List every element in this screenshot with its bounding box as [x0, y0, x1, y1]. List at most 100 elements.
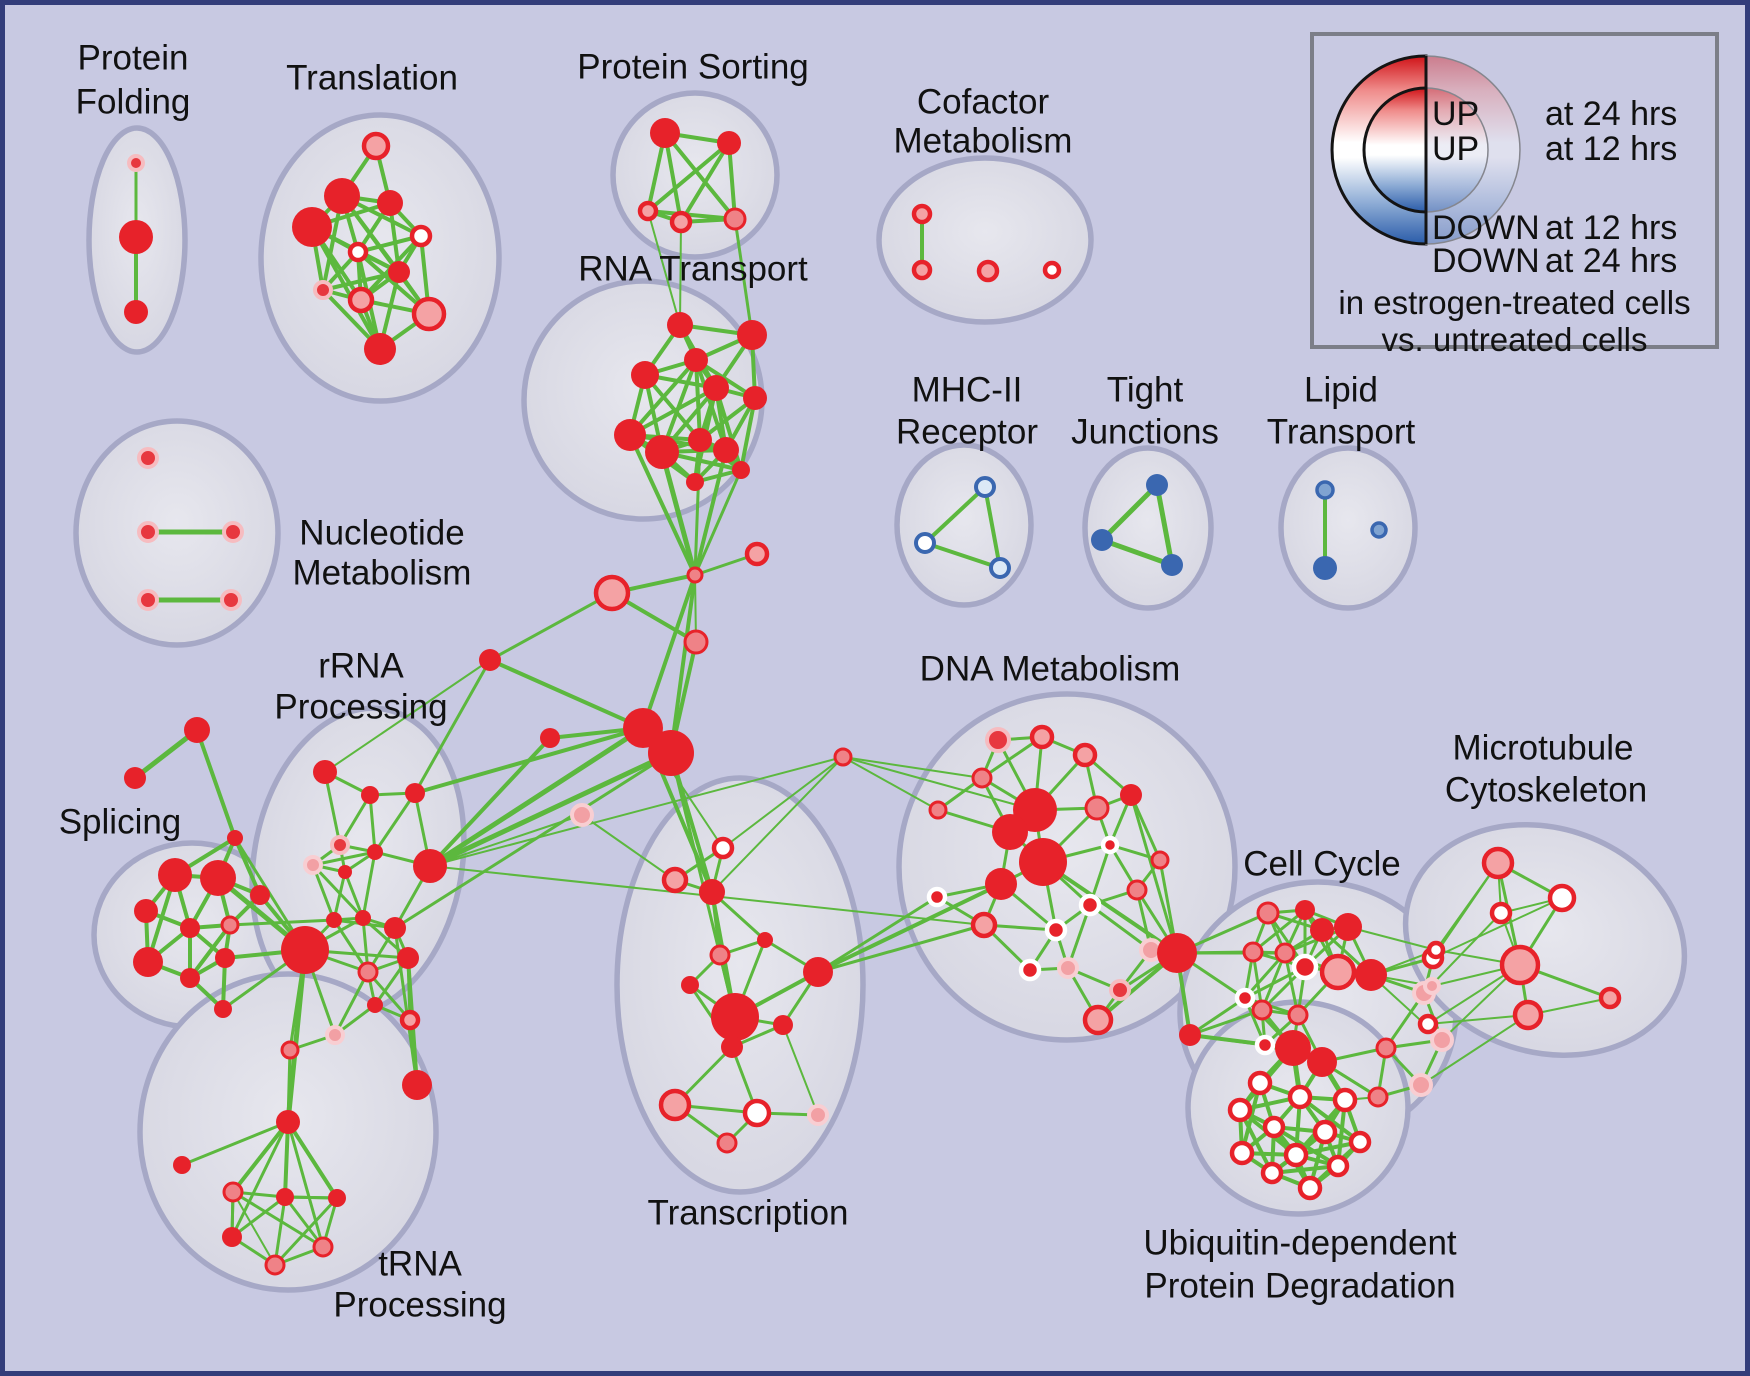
gene-node-mt6: [1423, 977, 1441, 995]
legend-direction-1: UP: [1432, 130, 1480, 168]
gene-node-cc14: [1179, 1024, 1201, 1046]
interaction-edge: [428, 736, 552, 868]
interaction-edge: [230, 1120, 290, 1239]
gene-node-n4: [137, 589, 159, 611]
gene-node-sp9: [214, 1000, 232, 1018]
cluster-label-microtubule-cytoskeleton: Microtubule: [1453, 729, 1634, 768]
gene-node-r6: [338, 865, 352, 879]
interaction-edge: [1283, 951, 1300, 1017]
interaction-edge: [285, 947, 308, 1125]
gene-node-u5: [1262, 1115, 1286, 1139]
legend-inner-left-half: [1362, 86, 1428, 214]
interaction-edge: [679, 221, 682, 326]
gene-node-cf4: [1042, 260, 1062, 280]
gene-node-cc7: [1291, 953, 1319, 981]
gene-node-pf2: [119, 220, 153, 254]
gene-node-dm20: [1057, 957, 1079, 979]
gene-node-tn2: [173, 1156, 191, 1174]
interaction-edge: [1188, 996, 1247, 1037]
gene-node-rt3: [684, 348, 708, 372]
gene-node-dm12: [1100, 835, 1120, 855]
gene-node-t1: [361, 131, 391, 161]
gene-node-mt7: [1417, 1013, 1439, 1035]
cluster-bubble-lipid-transport: [1278, 445, 1418, 611]
gene-node-r12: [397, 947, 419, 969]
gene-node-dm17: [1126, 879, 1148, 901]
gene-node-mt5: [1499, 944, 1541, 986]
gene-node-t7: [388, 261, 410, 283]
gene-node-r7: [367, 844, 383, 860]
gene-node-u7: [1348, 1130, 1372, 1154]
interaction-edge: [646, 209, 737, 221]
gene-node-dm13: [1150, 850, 1170, 870]
interaction-edge: [1188, 1008, 1264, 1037]
interaction-edge: [1099, 537, 1175, 568]
gene-node-u3: [1332, 1087, 1358, 1113]
gene-node-tr1: [184, 717, 210, 743]
gene-node-sp2: [200, 860, 236, 896]
cluster-label-trna-processing: Processing: [333, 1286, 506, 1325]
gene-node-c1: [686, 566, 704, 584]
interaction-edge: [693, 438, 702, 577]
interaction-edge: [842, 756, 983, 779]
interaction-edge: [693, 468, 743, 577]
gene-node-tx2: [661, 866, 689, 894]
interaction-edge: [488, 658, 645, 730]
gene-node-cc19: [1430, 1028, 1454, 1052]
interaction-edge: [923, 485, 987, 545]
gene-node-pf1: [127, 154, 145, 172]
interaction-edge: [321, 270, 401, 292]
gene-node-tj2: [1091, 529, 1113, 551]
interaction-edge: [231, 1120, 290, 1194]
interaction-edge: [1347, 926, 1437, 951]
interaction-edge: [733, 217, 754, 337]
gene-node-t3: [377, 190, 403, 216]
gene-node-dm16: [1078, 893, 1102, 917]
gene-node-r10: [355, 910, 371, 926]
gene-node-dm10: [1019, 838, 1067, 886]
gene-node-t6: [347, 241, 369, 263]
gene-node-tn1: [276, 1110, 300, 1134]
interaction-edge: [332, 870, 347, 922]
gene-node-dm7: [1120, 784, 1142, 806]
interaction-edge: [663, 131, 737, 221]
gene-node-tx7: [803, 957, 833, 987]
gene-node-dm5: [928, 800, 948, 820]
interaction-edge: [1129, 793, 1179, 955]
gene-node-cc6: [1274, 942, 1296, 964]
gene-node-l2: [1313, 556, 1337, 580]
gene-node-u4: [1227, 1097, 1253, 1123]
gene-node-rt2: [737, 320, 767, 350]
gene-node-h2: [648, 730, 694, 776]
interaction-edge: [842, 756, 939, 811]
interaction-edge: [1099, 482, 1160, 543]
gene-node-rt11: [686, 473, 704, 491]
gene-node-r16: [280, 1040, 300, 1060]
interaction-edge: [188, 923, 232, 980]
gene-node-cc4: [1334, 913, 1362, 941]
interaction-edge: [333, 970, 370, 1037]
cluster-bubble-cofactor-metabolism: [876, 155, 1094, 325]
interaction-edge: [983, 485, 1002, 570]
interaction-edge: [286, 1120, 325, 1249]
interaction-edge: [228, 918, 336, 927]
interaction-edge: [1088, 903, 1153, 952]
gene-node-c3: [593, 574, 631, 612]
interaction-edge: [923, 541, 1002, 570]
cluster-label-protein-folding: Folding: [76, 83, 191, 122]
gene-node-dm23: [1082, 1004, 1114, 1036]
gene-node-cc21: [1409, 1073, 1433, 1097]
gene-node-dm18: [1044, 918, 1068, 942]
gene-node-tx11: [658, 1088, 692, 1122]
gene-node-ps5: [723, 207, 747, 231]
gene-node-cc20: [1375, 1037, 1397, 1059]
interaction-edge: [646, 141, 731, 213]
gene-node-mt4: [1426, 940, 1446, 960]
interaction-edge: [816, 895, 939, 974]
cluster-label-rna-transport: RNA Transport: [578, 250, 808, 289]
gene-node-mt1: [1481, 846, 1515, 880]
interaction-edge: [373, 791, 417, 854]
gene-node-t10: [411, 296, 447, 332]
gene-node-tj3: [1161, 554, 1183, 576]
gene-node-r17: [402, 1070, 432, 1100]
